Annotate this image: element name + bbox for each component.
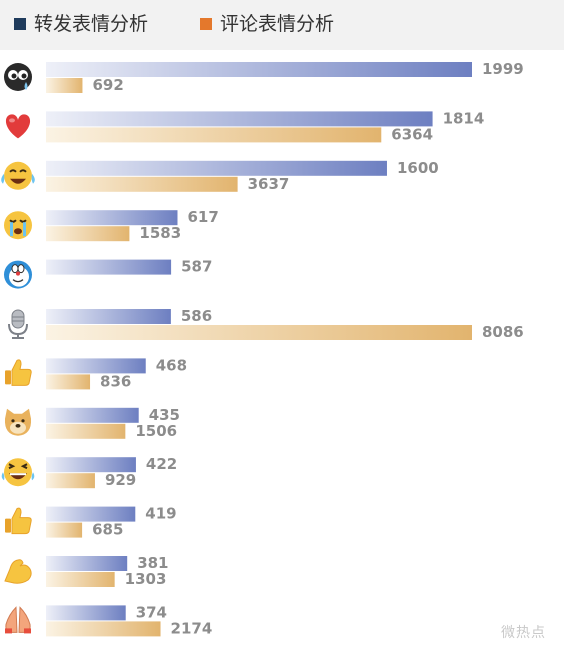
value-label-repost-4: 587 bbox=[181, 258, 212, 276]
bar-repost-10[interactable] bbox=[46, 556, 128, 571]
value-label-repost-0: 1999 bbox=[482, 60, 524, 78]
thumbs-up-small-icon bbox=[5, 507, 32, 535]
value-label-comment-9: 685 bbox=[92, 521, 123, 539]
bar-repost-7[interactable] bbox=[46, 407, 139, 423]
bar-comment-1[interactable] bbox=[46, 127, 382, 143]
bar-repost-9[interactable] bbox=[46, 506, 136, 522]
value-label-repost-2: 1600 bbox=[397, 159, 439, 177]
bar-repost-5[interactable] bbox=[46, 309, 171, 324]
bar-repost-6[interactable] bbox=[46, 358, 146, 374]
value-label-repost-9: 419 bbox=[145, 505, 176, 523]
value-label-comment-5: 8086 bbox=[482, 323, 524, 341]
value-label-repost-8: 422 bbox=[146, 455, 177, 473]
value-label-comment-7: 1506 bbox=[135, 422, 177, 440]
legend-item-repost[interactable]: 转发表情分析 bbox=[14, 12, 148, 36]
value-label-repost-3: 617 bbox=[187, 208, 218, 226]
bar-comment-9[interactable] bbox=[46, 522, 83, 538]
value-label-comment-0: 692 bbox=[92, 76, 123, 94]
bar-comment-2[interactable] bbox=[46, 176, 238, 192]
value-label-comment-2: 3637 bbox=[248, 175, 290, 193]
legend-label-repost: 转发表情分析 bbox=[34, 13, 149, 35]
bar-comment-11[interactable] bbox=[46, 621, 161, 637]
bar-repost-3[interactable] bbox=[46, 210, 178, 226]
watermark: 微热点 bbox=[501, 625, 546, 641]
legend-swatch-comment bbox=[200, 18, 212, 30]
doge-dog-icon bbox=[4, 408, 32, 436]
laugh-cry-icon bbox=[1, 161, 35, 190]
legend-item-comment[interactable]: 评论表情分析 bbox=[200, 12, 334, 36]
grin-tears-icon bbox=[1, 458, 35, 487]
legend-bar: 转发表情分析 评论表情分析 bbox=[0, 0, 564, 50]
bar-comment-7[interactable] bbox=[46, 423, 126, 439]
bar-comment-8[interactable] bbox=[46, 473, 95, 489]
bar-comment-3[interactable] bbox=[46, 226, 130, 242]
value-label-comment-8: 929 bbox=[105, 471, 136, 489]
bar-comment-5[interactable] bbox=[46, 325, 472, 340]
bar-repost-0[interactable] bbox=[46, 62, 472, 77]
bar-comment-0[interactable] bbox=[46, 78, 83, 93]
value-label-comment-11: 2174 bbox=[171, 619, 213, 637]
bar-repost-1[interactable] bbox=[46, 111, 433, 127]
legend-swatch-repost bbox=[14, 18, 26, 30]
bar-comment-10[interactable] bbox=[46, 572, 115, 587]
bar-comment-6[interactable] bbox=[46, 374, 91, 390]
doraemon-icon bbox=[4, 260, 32, 289]
value-label-repost-1: 1814 bbox=[443, 109, 485, 127]
value-label-comment-6: 836 bbox=[100, 372, 131, 390]
bar-repost-11[interactable] bbox=[46, 605, 126, 621]
value-label-repost-10: 381 bbox=[137, 554, 168, 572]
value-label-repost-11: 374 bbox=[136, 603, 167, 621]
value-label-repost-7: 435 bbox=[149, 406, 180, 424]
thumbs-up-icon bbox=[5, 359, 32, 386]
value-label-comment-3: 1583 bbox=[139, 224, 181, 242]
value-label-repost-5: 586 bbox=[181, 307, 212, 325]
crying-face-icon bbox=[4, 211, 32, 240]
bar-repost-4[interactable] bbox=[46, 259, 172, 275]
microphone-icon bbox=[8, 309, 28, 339]
praying-hands-icon bbox=[5, 606, 31, 634]
value-label-repost-6: 468 bbox=[156, 356, 187, 374]
bar-repost-2[interactable] bbox=[46, 160, 387, 176]
value-label-comment-1: 6364 bbox=[391, 125, 433, 143]
doge-eyes-icon bbox=[4, 63, 32, 91]
value-label-comment-10: 1303 bbox=[125, 570, 167, 588]
legend-label-comment: 评论表情分析 bbox=[220, 13, 335, 35]
flexed-arm-icon bbox=[4, 559, 32, 584]
heart-icon bbox=[5, 114, 31, 139]
bar-repost-8[interactable] bbox=[46, 457, 136, 473]
